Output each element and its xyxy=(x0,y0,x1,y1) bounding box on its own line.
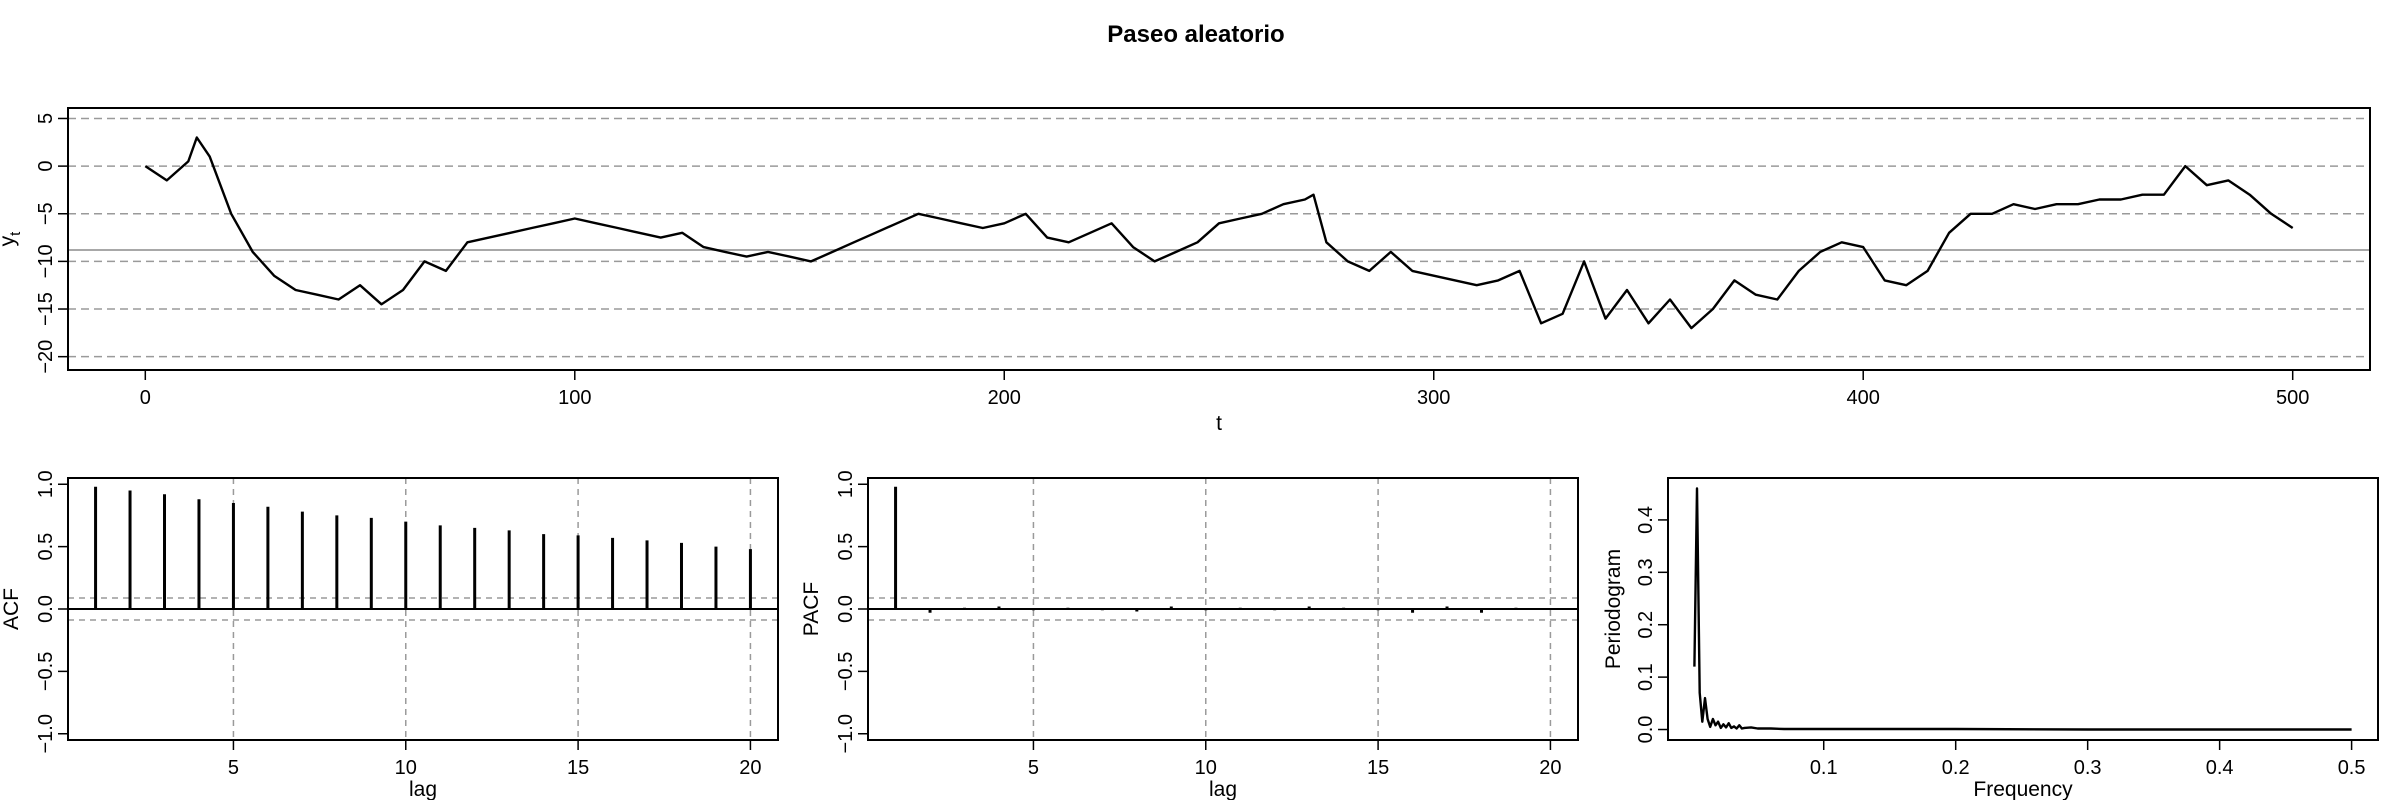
acf-panel: 5 10 15 20 lag 1.0 0.5 0.0 −0.5 −1.0 ACF xyxy=(0,470,779,800)
ts-xtick-label: 500 xyxy=(2276,387,2309,409)
ts-series-line xyxy=(144,136,2294,330)
ts-ylabel: yt xyxy=(0,231,24,247)
pacf-xtick-label: 5 xyxy=(1028,757,1039,779)
ts-xtick-label: 100 xyxy=(558,387,591,409)
pgram-xtick-label: 0.2 xyxy=(1942,757,1970,779)
acf-ylabel: ACF xyxy=(0,588,23,630)
figure-title: Paseo aleatorio xyxy=(1107,21,1284,48)
pacf-xtick-label: 10 xyxy=(1195,757,1217,779)
pacf-xtick-label: 15 xyxy=(1367,757,1389,779)
pgram-ytick-label: 0.0 xyxy=(1635,716,1657,744)
pgram-xlabel: Frequency xyxy=(1973,778,2073,800)
acf-xlabel: lag xyxy=(409,778,437,800)
acf-ytick-label: 1.0 xyxy=(35,470,57,498)
acf-xtick-label: 10 xyxy=(395,757,417,779)
pgram-xtick-label: 0.1 xyxy=(1810,757,1838,779)
ts-xtick-label: 400 xyxy=(1847,387,1880,409)
pacf-ytick-label: 0.0 xyxy=(835,595,857,623)
pgram-ylabel: Periodogram xyxy=(1602,549,1625,669)
acf-ytick-label: −1.0 xyxy=(35,714,57,753)
pacf-ylabel: PACF xyxy=(800,582,823,636)
pacf-ytick-label: 1.0 xyxy=(835,470,857,498)
ts-ylabel-subscript: t xyxy=(7,231,24,236)
pacf-ytick-label: 0.5 xyxy=(835,533,857,561)
pacf-ytick-label: −0.5 xyxy=(835,652,857,691)
periodogram-panel: 0.1 0.2 0.3 0.4 0.5 Frequency 0.0 0.1 0.2 0.3 0.4 P… xyxy=(1602,477,2379,800)
acf-xtick-label: 5 xyxy=(228,757,239,779)
pacf-xlabel: lag xyxy=(1209,778,1237,800)
acf-xtick-label: 20 xyxy=(739,757,761,779)
ts-xtick-label: 300 xyxy=(1417,387,1450,409)
time-series-panel: 0 100 200 300 400 500 t 5 0 −5 −10 −15 −20 yt xyxy=(0,107,2371,435)
pgram-ytick-label: 0.4 xyxy=(1635,506,1657,534)
ts-ytick-label: 5 xyxy=(35,113,57,124)
pacf-ytick-label: −1.0 xyxy=(835,714,857,753)
pgram-xtick-label: 0.3 xyxy=(2074,757,2102,779)
ts-xlabel: t xyxy=(1216,412,1222,435)
pgram-ytick-label: 0.3 xyxy=(1635,558,1657,586)
ts-ytick-label: −10 xyxy=(35,244,57,278)
ts-ytick-label: −20 xyxy=(35,340,57,374)
pgram-xtick-label: 0.5 xyxy=(2338,757,2366,779)
ts-xtick-label: 0 xyxy=(140,387,151,409)
acf-ytick-label: 0.0 xyxy=(35,595,57,623)
ts-ytick-label: −15 xyxy=(35,292,57,326)
pgram-ytick-label: 0.2 xyxy=(1635,611,1657,639)
ts-xtick-label: 200 xyxy=(988,387,1021,409)
acf-xtick-label: 15 xyxy=(567,757,589,779)
pgram-frame xyxy=(1667,477,2379,741)
ts-ytick-label: 0 xyxy=(35,161,57,172)
pacf-panel: 5 10 15 20 lag 1.0 0.5 0.0 −0.5 −1.0 PACF xyxy=(800,470,1579,800)
pgram-xtick-label: 0.4 xyxy=(2206,757,2234,779)
acf-ytick-label: 0.5 xyxy=(35,533,57,561)
ts-ytick-label: −5 xyxy=(35,202,57,225)
acf-ytick-label: −0.5 xyxy=(35,652,57,691)
pacf-xtick-label: 20 xyxy=(1539,757,1561,779)
pgram-ytick-label: 0.1 xyxy=(1635,663,1657,691)
pgram-series-line xyxy=(1693,487,2352,731)
ts-frame xyxy=(67,107,2371,371)
